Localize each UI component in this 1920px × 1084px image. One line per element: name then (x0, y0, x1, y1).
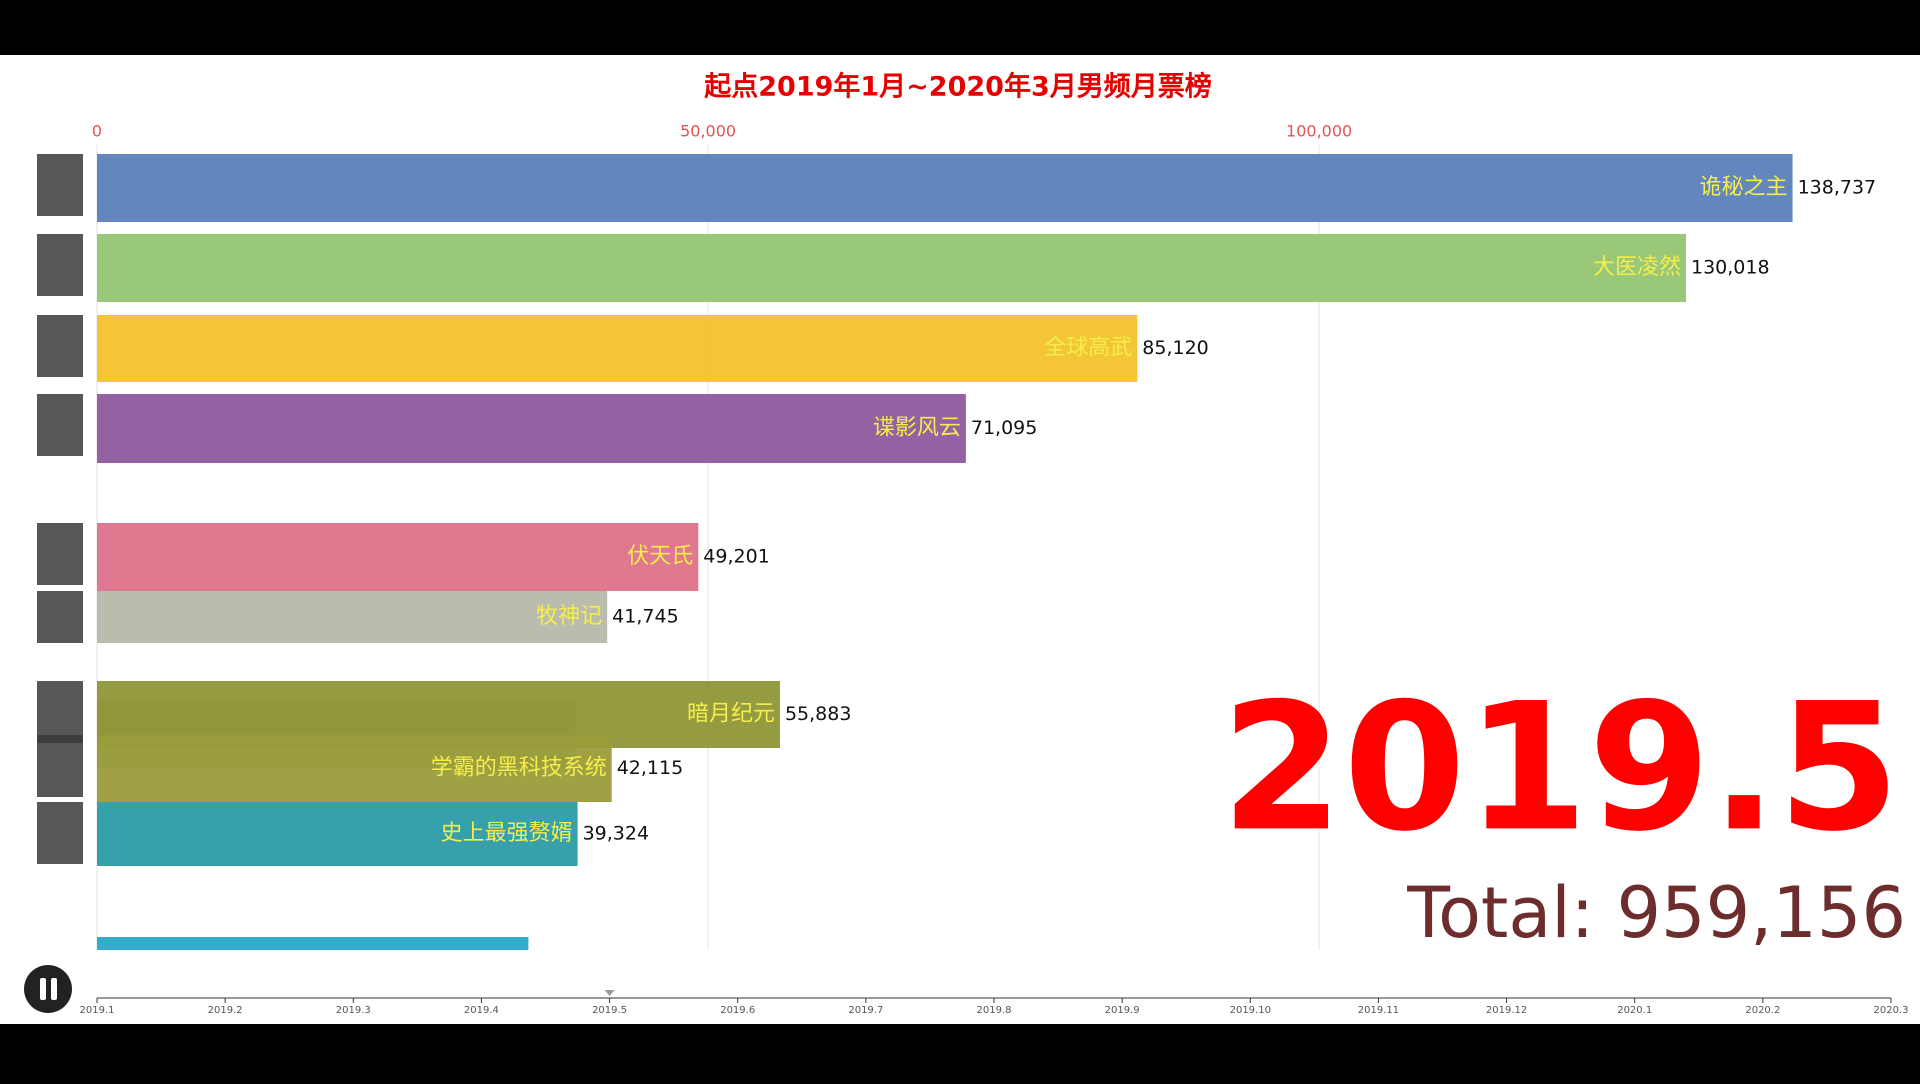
x-tick-label: 0 (92, 122, 102, 141)
value-label: 49,201 (703, 546, 769, 568)
bar (97, 154, 1793, 222)
bar-label: 史上最强赘婿 (441, 821, 573, 846)
cover (37, 591, 83, 643)
cover (37, 154, 83, 216)
pause-button[interactable] (24, 965, 72, 1013)
timeline-label: 2020.2 (1745, 1005, 1780, 1016)
bar (97, 234, 1687, 302)
cover (37, 394, 83, 456)
period-label: 2019.5 (1221, 665, 1900, 870)
value-label: 42,115 (617, 757, 683, 779)
bar (97, 735, 612, 802)
bar-label: 谍影风云 (873, 416, 961, 441)
value-label: 71,095 (971, 417, 1037, 439)
bar-label: 学霸的黑科技系统 (431, 756, 607, 781)
bar-label: 诡秘之主 (1700, 175, 1788, 200)
timeline-label: 2019.8 (977, 1005, 1012, 1016)
timeline-label: 2019.12 (1486, 1005, 1527, 1016)
cover (37, 523, 83, 585)
cover (37, 315, 83, 377)
bar-label: 全球高武 (1044, 336, 1132, 361)
total-label: Total: 959,156 (1406, 872, 1906, 954)
cover (37, 681, 83, 743)
chart-title: 起点2019年1月~2020年3月男频月票榜 (704, 71, 1212, 103)
value-label: 41,745 (612, 606, 678, 628)
value-label: 138,737 (1798, 177, 1877, 199)
bar (97, 394, 966, 463)
bar-label: 大医凌然 (1593, 255, 1681, 280)
timeline-label: 2019.9 (1105, 1005, 1140, 1016)
cover (37, 802, 83, 864)
pause-icon (40, 978, 46, 1000)
pause-icon (51, 978, 57, 1000)
bar (97, 802, 578, 866)
value-label: 130,018 (1691, 257, 1770, 279)
timeline-label: 2020.3 (1874, 1005, 1909, 1016)
value-label: 55,883 (785, 703, 851, 725)
timeline-label: 2019.3 (336, 1005, 371, 1016)
timeline-label: 2019.5 (592, 1005, 627, 1016)
timeline-label: 2019.6 (720, 1005, 755, 1016)
timeline-marker (604, 990, 615, 996)
bar-label: 伏天氏 (627, 544, 693, 569)
cover (37, 234, 83, 296)
timeline-label: 2019.2 (208, 1005, 243, 1016)
cover (37, 735, 83, 797)
bar-label: 暗月纪元 (687, 702, 775, 727)
x-tick-label: 100,000 (1286, 122, 1352, 141)
timeline-label: 2019.7 (848, 1005, 883, 1016)
bar (97, 315, 1138, 382)
timeline-label: 2019.10 (1230, 1005, 1271, 1016)
value-label: 85,120 (1142, 337, 1208, 359)
bar (97, 523, 699, 591)
x-tick-label: 50,000 (680, 122, 736, 141)
bar (97, 591, 608, 643)
value-label: 39,324 (583, 823, 649, 845)
bar (97, 937, 529, 950)
timeline-label: 2019.4 (464, 1005, 499, 1016)
bar-label: 牧神记 (536, 604, 602, 629)
timeline-label: 2020.1 (1617, 1005, 1652, 1016)
timeline-label: 2019.11 (1358, 1005, 1399, 1016)
timeline-label: 2019.1 (80, 1005, 115, 1016)
